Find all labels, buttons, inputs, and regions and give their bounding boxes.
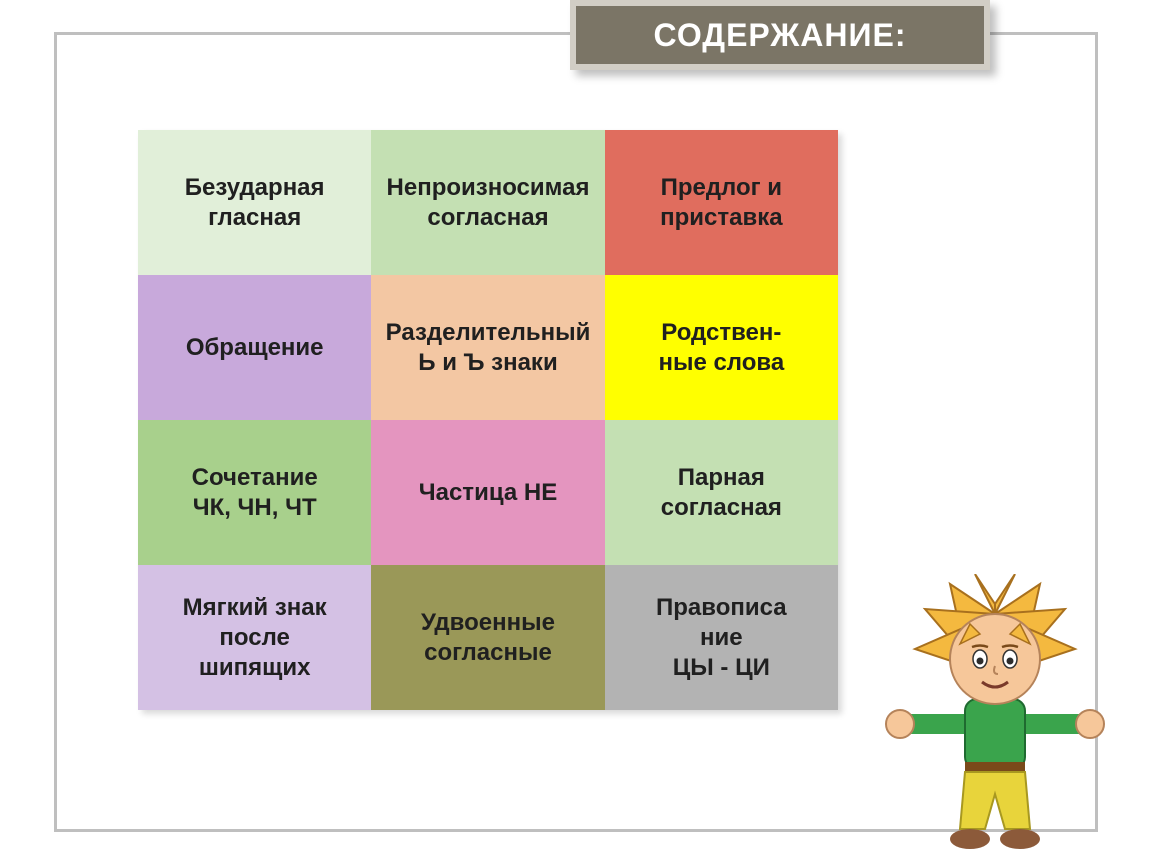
cell-soft-sign-after-hiss[interactable]: Мягкий знак после шипящих — [138, 565, 371, 710]
cartoon-character — [880, 574, 1110, 854]
cell-tsy-tsi[interactable]: Правописа ние ЦЫ - ЦИ — [605, 565, 838, 710]
cell-address[interactable]: Обращение — [138, 275, 371, 420]
cell-chk-chn-cht[interactable]: Сочетание ЧК, ЧН, ЧТ — [138, 420, 371, 565]
character-svg — [880, 574, 1110, 854]
cell-particle-ne[interactable]: Частица НЕ — [371, 420, 604, 565]
cell-double-consonants[interactable]: Удвоенные согласные — [371, 565, 604, 710]
cell-related-words[interactable]: Родствен- ные слова — [605, 275, 838, 420]
title-box: СОДЕРЖАНИЕ: — [570, 0, 990, 70]
cell-preposition-prefix[interactable]: Предлог и приставка — [605, 130, 838, 275]
cell-paired-consonant[interactable]: Парная согласная — [605, 420, 838, 565]
cell-silent-consonant[interactable]: Непроизносимая согласная — [371, 130, 604, 275]
page-title: СОДЕРЖАНИЕ: — [654, 17, 907, 54]
cell-soft-hard-sign[interactable]: Разделительный Ь и Ъ знаки — [371, 275, 604, 420]
topics-grid: Безударная гласная Непроизносимая соглас… — [138, 130, 838, 710]
cell-unstressed-vowel[interactable]: Безударная гласная — [138, 130, 371, 275]
